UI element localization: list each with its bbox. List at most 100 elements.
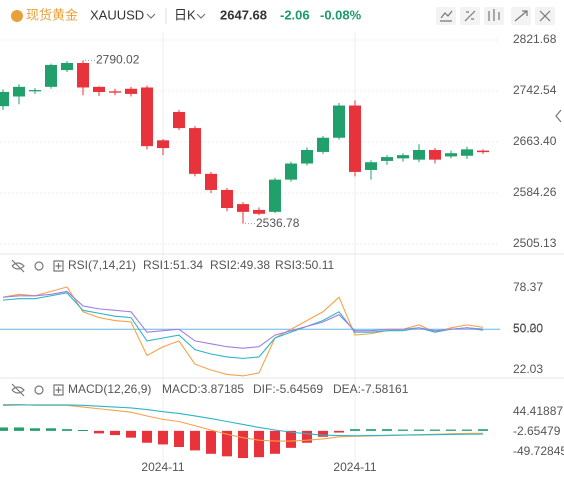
histogram-bar <box>350 429 360 431</box>
x-tick-label: 2024-11 <box>141 460 184 474</box>
hide-icon[interactable] <box>11 383 25 397</box>
candle-body <box>109 91 121 93</box>
histogram-bar <box>318 430 328 437</box>
candle-body <box>413 149 425 160</box>
change-pct: -0.08% <box>320 7 362 22</box>
histogram-bar <box>430 429 440 431</box>
panel-title: RSI(7,14,21) <box>68 258 136 272</box>
hide-icon[interactable] <box>11 259 25 273</box>
candle-body <box>0 91 9 107</box>
y-tick-label: 2663.40 <box>513 134 557 148</box>
candle-body <box>333 105 345 138</box>
candle-body <box>397 155 409 159</box>
candle-body <box>269 179 281 212</box>
histogram-bar <box>238 430 248 459</box>
icon <box>514 10 528 22</box>
histogram-bar <box>206 430 216 454</box>
collapse-arrow[interactable] <box>555 109 562 123</box>
candle-body <box>29 90 41 92</box>
candle-body <box>221 189 233 208</box>
candle-body <box>477 150 489 153</box>
legend-entry: MACD:3.87185 <box>162 382 244 396</box>
candle-body <box>429 149 441 160</box>
dropdown-arrow[interactable] <box>146 13 156 19</box>
rsi-header-icons <box>11 259 64 273</box>
histogram-bar <box>286 430 296 448</box>
icon <box>440 10 453 22</box>
candle-body <box>13 86 25 97</box>
candle-body <box>445 153 457 157</box>
add-icon[interactable] <box>53 260 64 272</box>
histogram-bar <box>0 427 8 431</box>
y-tick-label: 2742.54 <box>513 83 557 97</box>
candle-body <box>285 163 297 180</box>
dropdown-arrow[interactable] <box>196 13 206 19</box>
add-icon[interactable] <box>53 384 64 396</box>
high-label: 2790.02 <box>96 53 140 67</box>
y-tick-label: 78.37 <box>513 280 543 294</box>
y-tick-label: -2.65479 <box>513 424 561 438</box>
y-tick-label: 22.03 <box>513 362 543 376</box>
histogram-bar <box>30 428 40 431</box>
value-marker: 50.20 <box>513 321 543 335</box>
price: 2647.68 <box>220 7 267 22</box>
histogram-bar <box>414 429 424 431</box>
y-tick-label: -49.72845 <box>513 444 564 458</box>
y-tick-label: 50.00 <box>513 321 543 335</box>
candle-body <box>141 87 153 147</box>
symbol-name[interactable]: 现货黄金 <box>26 7 78 22</box>
histogram-bar <box>462 429 472 431</box>
settings-icon[interactable] <box>34 385 44 395</box>
candle-body <box>45 64 57 87</box>
candle-body <box>205 173 217 190</box>
histogram-bar <box>46 428 56 431</box>
y-tick-label: 2821.68 <box>513 32 557 46</box>
symbol-code[interactable]: XAUUSD <box>90 7 144 22</box>
histogram-bar <box>142 430 152 443</box>
macd-header-icons <box>11 383 64 397</box>
period[interactable]: 日K <box>174 7 196 22</box>
histogram-bar <box>446 429 456 431</box>
histogram-bar <box>78 430 88 432</box>
histogram-bar <box>382 429 392 431</box>
candle-body <box>77 62 89 88</box>
histogram-bar <box>190 430 200 451</box>
histogram-bar <box>302 430 312 443</box>
candle-body <box>461 149 473 156</box>
candle-body <box>365 162 377 170</box>
candle-body <box>301 149 313 164</box>
histogram-bar <box>270 430 280 454</box>
histogram-bar <box>14 427 24 431</box>
histogram-bar <box>334 430 344 433</box>
legend-entry: RSI3:50.11 <box>275 258 334 272</box>
toolbar: 现货黄金 XAUUSD 日K 2647.68 -2.06 -0.08% <box>11 7 555 25</box>
rsi-line <box>2 286 484 377</box>
candle-body <box>93 86 105 92</box>
low-label: 2536.78 <box>256 216 300 230</box>
y-tick-label: 2505.13 <box>513 236 557 250</box>
histogram-bar <box>110 430 120 436</box>
icon <box>464 10 476 22</box>
candle-body <box>157 140 169 149</box>
histogram-bar <box>94 430 104 434</box>
histogram-bar <box>398 429 408 431</box>
histogram-bar <box>478 429 488 431</box>
histogram-bar <box>174 430 184 447</box>
settings-icon[interactable] <box>34 261 44 271</box>
legend-entry: RSI2:49.38 <box>210 258 270 272</box>
histogram-bar <box>254 430 264 458</box>
change: -2.06 <box>280 7 310 22</box>
tool-buttons <box>436 7 555 25</box>
draw-button[interactable] <box>436 7 456 25</box>
candle-body <box>61 62 73 71</box>
histogram-bar <box>158 430 168 445</box>
candle-body <box>189 128 201 174</box>
candle-body <box>317 137 329 152</box>
legend-entry: RSI1:51.34 <box>143 258 203 272</box>
y-tick-label: 2584.26 <box>513 185 557 199</box>
histogram-bar <box>366 429 376 431</box>
candle-body <box>349 105 361 172</box>
macd-line <box>2 404 484 437</box>
panel-title: MACD(12,26,9) <box>68 382 151 396</box>
